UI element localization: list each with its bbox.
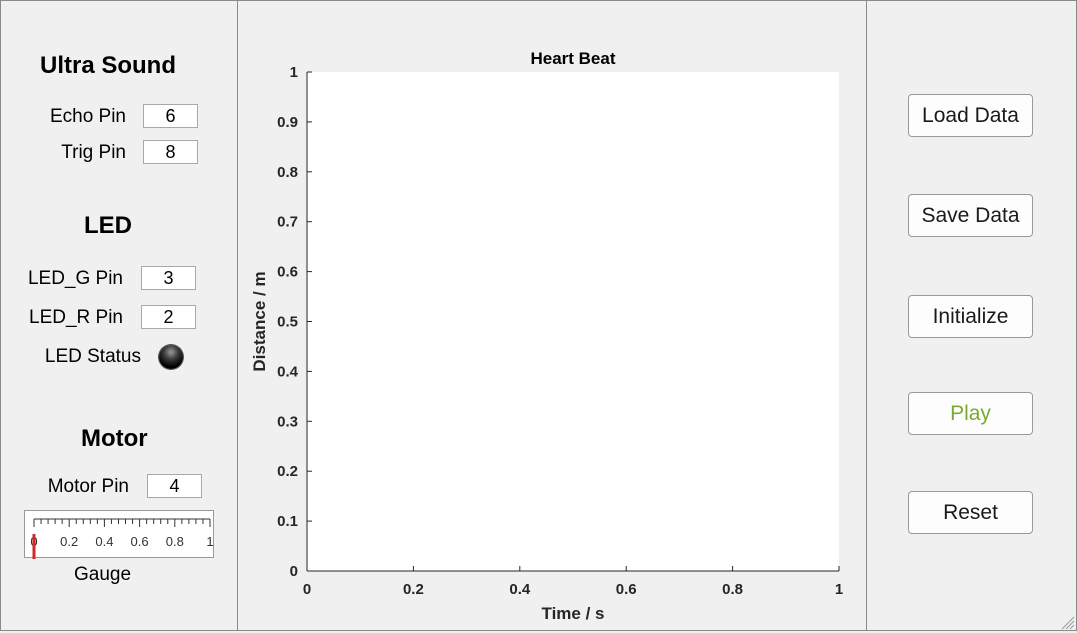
plot-area[interactable] — [307, 72, 839, 571]
gauge-scale: 00.20.40.60.81 — [30, 518, 214, 559]
play-button[interactable]: Play — [908, 392, 1033, 435]
echo-pin-label: Echo Pin — [49, 106, 126, 127]
y-axis-label: Distance / m — [250, 271, 269, 371]
y-tick-label: 0.7 — [277, 214, 298, 231]
load-data-button[interactable]: Load Data — [908, 94, 1033, 137]
reset-button[interactable]: Reset — [908, 491, 1033, 534]
gauge-tick-label: 0.6 — [131, 534, 149, 549]
y-tick-label: 0.3 — [277, 413, 298, 430]
led-g-pin-field[interactable]: 3 — [141, 266, 196, 290]
echo-pin-field[interactable]: 6 — [143, 104, 198, 128]
save-data-button[interactable]: Save Data — [908, 194, 1033, 237]
led-r-pin-field[interactable]: 2 — [141, 305, 196, 329]
motor-title: Motor — [81, 425, 148, 452]
led-status-lamp — [159, 345, 183, 369]
y-tick-label: 0.1 — [277, 513, 298, 530]
x-tick-label: 0.2 — [403, 581, 424, 598]
gauge-needle — [32, 534, 36, 559]
y-tick-label: 0.5 — [277, 314, 298, 331]
led-r-pin-label: LED_R Pin — [29, 307, 123, 328]
y-tick-label: 0.4 — [277, 363, 299, 380]
led-status-label: LED Status — [44, 346, 141, 367]
x-axis-label: Time / s — [542, 604, 605, 623]
y-tick-label: 0.2 — [277, 463, 298, 480]
y-tick-label: 1 — [290, 64, 298, 81]
ultrasound-title: Ultra Sound — [40, 52, 176, 79]
x-tick-label: 1 — [835, 581, 843, 598]
x-tick-label: 0.6 — [616, 581, 637, 598]
gauge-tick-label: 0.4 — [95, 534, 113, 549]
y-tick-label: 0.6 — [277, 264, 298, 281]
gauge-tick-label: 0.2 — [60, 534, 78, 549]
y-tick-label: 0.8 — [277, 164, 298, 181]
y-tick-label: 0.9 — [277, 114, 298, 131]
resize-grip-icon[interactable] — [1059, 614, 1075, 630]
motor-pin-label: Motor Pin — [47, 476, 129, 497]
x-tick-label: 0.8 — [722, 581, 743, 598]
trig-pin-label: Trig Pin — [61, 142, 126, 163]
led-g-pin-label: LED_G Pin — [27, 268, 123, 289]
x-tick-label: 0.4 — [509, 581, 531, 598]
gauge-tick-label: 1 — [206, 534, 213, 549]
x-tick-label: 0 — [303, 581, 311, 598]
y-tick-label: 0 — [290, 563, 298, 580]
gauge-label: Gauge — [74, 564, 132, 585]
initialize-button[interactable]: Initialize — [908, 295, 1033, 338]
trig-pin-field[interactable]: 8 — [143, 140, 198, 164]
chart-title: Heart Beat — [530, 49, 615, 68]
motor-pin-field[interactable]: 4 — [147, 474, 202, 498]
motor-gauge: 00.20.40.60.81 — [24, 510, 214, 559]
gauge-tick-label: 0.8 — [166, 534, 184, 549]
heart-beat-chart: 0 0.2 0.4 0.6 0.8 1 0 0.1 0.2 0.3 0.4 0.5 0.6 0.7 0.8 0… — [250, 49, 843, 623]
led-title: LED — [84, 212, 132, 239]
